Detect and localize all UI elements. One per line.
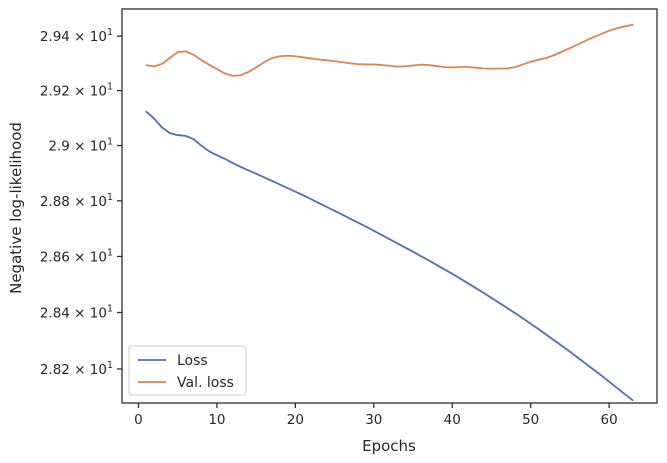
x-tick-label: 50 xyxy=(522,412,539,428)
x-axis-label: Epochs xyxy=(362,437,416,455)
x-tick-label: 40 xyxy=(444,412,461,428)
y-tick-label: 2.9 × 101 xyxy=(48,137,113,155)
x-axis-ticks: 0 10 20 30 40 50 60 xyxy=(134,403,618,428)
x-tick-label: 0 xyxy=(134,412,143,428)
y-tick-label: 2.88 × 101 xyxy=(40,192,113,210)
y-tick-label: 2.84 × 101 xyxy=(40,303,113,321)
y-tick-label: 2.94 × 101 xyxy=(40,27,113,45)
plot-background xyxy=(122,9,657,403)
y-tick-label: 2.86 × 101 xyxy=(40,247,113,265)
axes-frame xyxy=(121,8,658,404)
plot-area xyxy=(122,9,657,403)
y-tick-label: 2.82 × 101 xyxy=(40,360,113,378)
legend: Loss Val. loss xyxy=(128,345,247,396)
y-axis-ticks: 2.82 × 101 2.84 × 101 2.86 × 101 2.88 × 101… xyxy=(40,27,122,378)
y-tick-label: 2.92 × 101 xyxy=(40,82,113,100)
series-line-val-loss xyxy=(145,23,634,77)
legend-label: Loss xyxy=(177,353,208,369)
x-tick-label: 20 xyxy=(287,412,304,428)
x-tick-label: 30 xyxy=(365,412,382,428)
series-layer xyxy=(145,23,634,402)
x-tick-label: 10 xyxy=(208,412,225,428)
y-axis-label: Negative log-likelihood xyxy=(7,122,25,294)
series-line-loss xyxy=(145,110,634,402)
legend-label: Val. loss xyxy=(177,375,234,391)
x-tick-label: 60 xyxy=(601,412,618,428)
